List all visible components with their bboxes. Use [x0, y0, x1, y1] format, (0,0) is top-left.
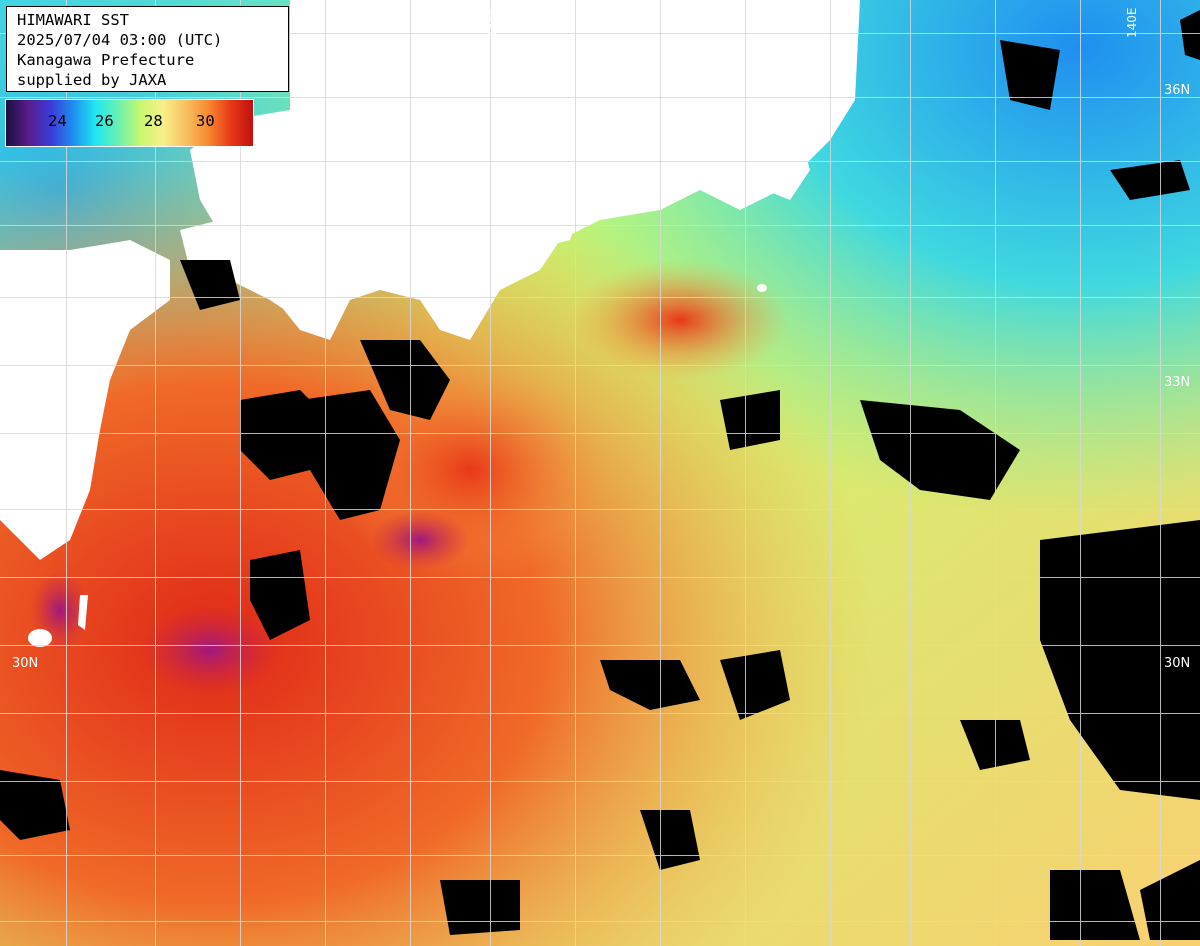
cloud-patch-2: [600, 660, 700, 710]
cloud-patch-11: [1180, 10, 1200, 60]
cloud-patch-12: [1050, 870, 1140, 940]
title-product: HIMAWARI SST: [17, 11, 129, 29]
cloud-patch-10: [720, 390, 780, 450]
colorbar-tick-26: 26: [95, 112, 114, 130]
lon-label-136e: 136E: [485, 8, 499, 39]
color-scale-legend: 24 26 28 30: [5, 99, 254, 147]
cloud-patch-9: [1110, 160, 1190, 200]
lat-label-30n-left: 30N: [12, 656, 38, 671]
hot-core-1: [140, 605, 280, 695]
colorbar-tick-24: 24: [48, 112, 67, 130]
hot-core-2: [370, 510, 470, 570]
cloud-patch-6: [440, 880, 520, 935]
cloud-patch-1: [250, 550, 310, 640]
land-kyushu: [0, 240, 170, 560]
lat-label-33n-left: 33N: [10, 375, 36, 390]
land-small-island: [757, 284, 767, 292]
cloud-patch-13: [1140, 860, 1200, 940]
title-box: HIMAWARI SST 2025/07/04 03:00 (UTC) Kana…: [6, 6, 289, 92]
lat-label-36n: 36N: [1164, 83, 1190, 98]
land-shikoku: [180, 210, 400, 320]
cloud-patch-8: [1000, 40, 1060, 110]
cloud-patch-3: [720, 650, 790, 720]
colorbar-tick-28: 28: [144, 112, 163, 130]
lat-label-30n-right: 30N: [1164, 656, 1190, 671]
title-region: Kanagawa Prefecture: [17, 51, 195, 69]
land-areas: [0, 0, 860, 647]
land-tanegashima: [78, 595, 88, 630]
cloud-band-central: [860, 400, 1020, 500]
colorbar-tick-30: 30: [196, 112, 215, 130]
cloud-offshore-2: [360, 340, 450, 420]
land-boso-peninsula: [760, 135, 810, 200]
cloud-patch-7: [0, 770, 70, 840]
warm-eddy-offshore: [570, 260, 790, 380]
title-datetime: 2025/07/04 03:00 (UTC): [17, 31, 223, 49]
land-izu-peninsula: [540, 190, 580, 245]
title-credit: supplied by JAXA: [17, 71, 167, 89]
land-yakushima: [28, 629, 52, 647]
lon-label-140e: 140E: [1125, 8, 1139, 39]
lat-label-33n-right: 33N: [1164, 375, 1190, 390]
